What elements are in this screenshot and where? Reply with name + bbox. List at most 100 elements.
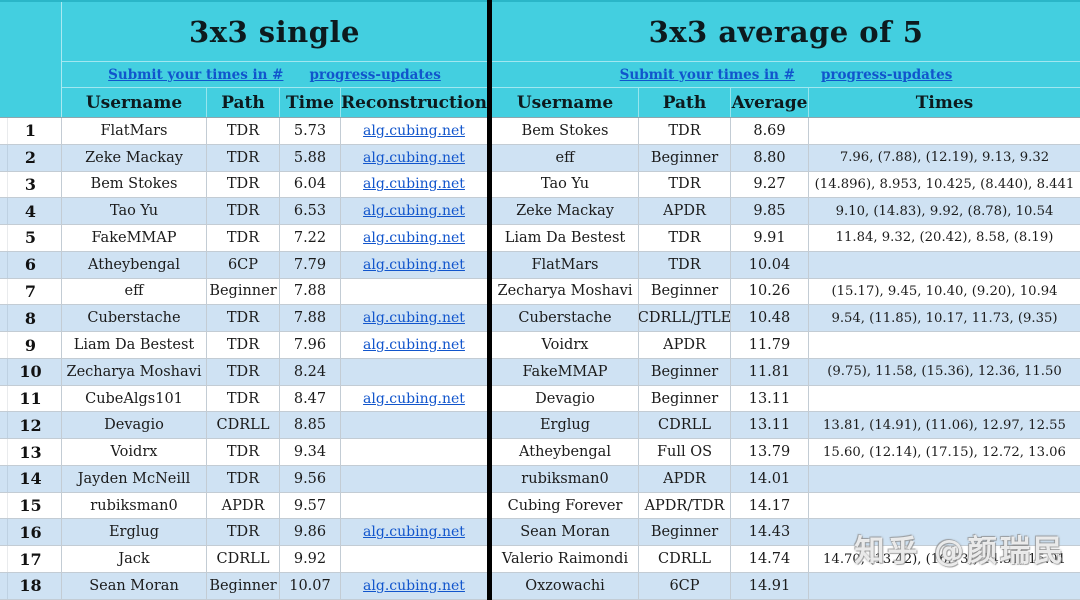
single-row-3: 3 Bem Stokes TDR 6.04 alg.cubing.net (0, 171, 487, 199)
single-row-12: 12 Devagio CDRLL 8.85 (0, 412, 487, 440)
username: Jack (62, 546, 207, 573)
average-row-9: Voidrx APDR 11.79 (492, 332, 1080, 359)
column-header-average: Average (731, 88, 809, 117)
average: 14.17 (731, 492, 809, 519)
rank-number: 2 (0, 144, 62, 171)
single-row-13: 13 Voidrx TDR 9.34 (0, 439, 487, 466)
times-list: 7.96, (7.88), (12.19), 9.13, 9.32 (839, 150, 1050, 166)
username: rubiksman0 (492, 465, 639, 492)
username: FlatMars (62, 118, 207, 144)
reconstruction-cell: alg.cubing.net (341, 145, 487, 171)
average-link-row: Submit your times in # progress-updates (492, 62, 1080, 88)
time: 9.56 (280, 465, 341, 492)
reconstruction-cell: alg.cubing.net (341, 305, 487, 331)
reconstruction-cell: alg.cubing.net (341, 118, 487, 144)
times-list (809, 466, 1080, 492)
username: Erglug (62, 519, 207, 546)
column-header-path: Path (639, 88, 731, 117)
times-list: (15.17), 9.45, 10.40, (9.20), 10.94 (831, 283, 1058, 299)
single-row-14: 14 Jayden McNeill TDR 9.56 (0, 465, 487, 493)
reconstruction-cell (341, 359, 487, 385)
time: 9.86 (280, 519, 341, 546)
rank-gutter-header (0, 2, 62, 117)
rank-number: 13 (0, 439, 62, 465)
times-list (809, 332, 1080, 358)
reconstruction-cell: alg.cubing.net (341, 386, 487, 412)
rank-number: 8 (0, 305, 62, 332)
username: Devagio (62, 412, 207, 439)
single-title: 3x3 single (62, 2, 487, 62)
path: Beginner (207, 573, 280, 599)
rank-number: 18 (0, 573, 62, 599)
average: 8.80 (731, 144, 809, 171)
reconstruction-cell: alg.cubing.net (341, 252, 487, 278)
time: 7.88 (280, 278, 341, 305)
time: 7.96 (280, 332, 341, 358)
reconstruction-cell: alg.cubing.net (341, 573, 487, 599)
reconstruction-link[interactable]: alg.cubing.net (363, 203, 465, 220)
column-header-username: Username (492, 88, 639, 117)
table-divider (487, 0, 492, 600)
path: APDR (639, 332, 731, 358)
times-list: (14.896), 8.953, 10.425, (8.440), 8.441 (814, 176, 1075, 192)
path: Beginner (639, 385, 731, 412)
reconstruction-link[interactable]: alg.cubing.net (363, 390, 465, 407)
path: CDRLL (207, 412, 280, 439)
reconstruction-link[interactable]: alg.cubing.net (363, 310, 465, 327)
progress-updates-link[interactable]: progress-updates (820, 66, 953, 83)
path: Beginner (639, 358, 731, 385)
column-header-username: Username (62, 88, 207, 117)
time: 5.73 (280, 118, 341, 144)
single-row-18: 18 Sean Moran Beginner 10.07 alg.cubing.net (0, 573, 487, 600)
rank-number: 5 (0, 225, 62, 251)
submit-times-link[interactable]: Submit your times in # (108, 66, 284, 83)
path: TDR (207, 198, 280, 225)
times-list (809, 386, 1080, 412)
reconstruction-link[interactable]: alg.cubing.net (363, 524, 465, 541)
reconstruction-link[interactable]: alg.cubing.net (363, 577, 465, 594)
average-row-5: Liam Da Bestest TDR 9.91 11.84, 9.32, (20.4… (492, 225, 1080, 252)
time: 9.34 (280, 439, 341, 465)
reconstruction-cell (341, 493, 487, 519)
average: 9.85 (731, 198, 809, 225)
average-table-header: 3x3 average of 5 Submit your times in # … (492, 0, 1080, 118)
progress-updates-link[interactable]: progress-updates (309, 66, 441, 83)
reconstruction-link[interactable]: alg.cubing.net (363, 229, 465, 246)
average: 10.26 (731, 278, 809, 305)
username: Zecharya Moshavi (62, 358, 207, 385)
average: 13.79 (731, 439, 809, 465)
time: 9.57 (280, 492, 341, 519)
path: Beginner (639, 278, 731, 305)
reconstruction-cell: alg.cubing.net (341, 225, 487, 251)
reconstruction-link[interactable]: alg.cubing.net (363, 337, 465, 353)
average-row-10: FakeMMAP Beginner 11.81 (9.75), 11.58, (15.… (492, 358, 1080, 386)
reconstruction-cell (341, 439, 487, 465)
average: 9.27 (731, 171, 809, 198)
submit-times-link[interactable]: Submit your times in # (619, 66, 795, 83)
rank-number: 11 (0, 385, 62, 412)
times-list: 11.84, 9.32, (20.42), 8.58, (8.19) (835, 230, 1054, 246)
reconstruction-link[interactable]: alg.cubing.net (363, 256, 465, 273)
reconstruction-link[interactable]: alg.cubing.net (363, 149, 465, 166)
reconstruction-link[interactable]: alg.cubing.net (363, 122, 465, 139)
average-table-body: Bem Stokes TDR 8.69 eff Beginner 8.80 7.96, (7… (492, 118, 1080, 600)
average-row-11: Devagio Beginner 13.11 (492, 385, 1080, 413)
column-header-path: Path (207, 88, 280, 117)
single-row-5: 5 FakeMMAP TDR 7.22 alg.cubing.net (0, 225, 487, 252)
rank-number: 7 (0, 278, 62, 305)
reconstruction-link[interactable]: alg.cubing.net (363, 176, 465, 193)
times-list: 9.10, (14.83), 9.92, (8.78), 10.54 (835, 203, 1054, 219)
single-row-10: 10 Zecharya Moshavi TDR 8.24 (0, 358, 487, 386)
average: 10.04 (731, 251, 809, 278)
single-table-body: 1 FlatMars TDR 5.73 alg.cubing.net 2 Zeke Mack… (0, 118, 487, 600)
username: FakeMMAP (492, 358, 639, 385)
time: 8.24 (280, 358, 341, 385)
average-row-6: FlatMars TDR 10.04 (492, 251, 1080, 279)
reconstruction-cell (341, 466, 487, 492)
reconstruction-cell (341, 279, 487, 305)
path: Beginner (639, 519, 731, 546)
single-column-headers: Username Path Time Reconstruction (62, 88, 487, 117)
time: 8.85 (280, 412, 341, 439)
average: 11.81 (731, 358, 809, 385)
